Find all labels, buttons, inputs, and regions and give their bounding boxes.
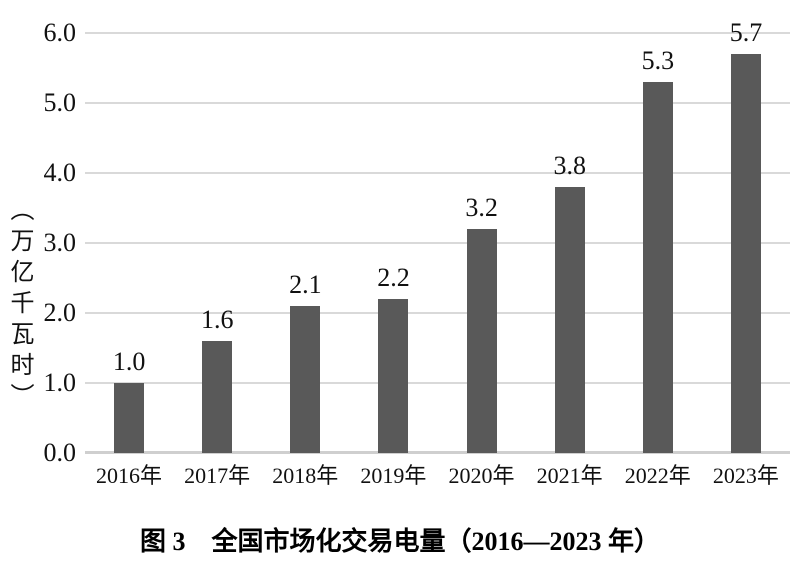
x-tick-label: 2018年	[272, 463, 339, 488]
gridline	[85, 32, 790, 34]
bar-value-label: 3.8	[553, 151, 586, 180]
bar-2017年	[202, 341, 233, 453]
gridline	[85, 102, 790, 104]
bar-2023年	[730, 54, 761, 453]
bar-2019年	[378, 299, 409, 453]
x-tick-label: 2019年	[360, 463, 427, 488]
y-axis-title: （万亿千瓦时）	[6, 196, 32, 414]
x-tick-label: 2021年	[536, 463, 603, 488]
y-tick-label: 5.0	[43, 88, 77, 117]
y-tick-label: 3.0	[43, 228, 77, 257]
gridline	[85, 312, 790, 314]
x-tick-label: 2020年	[448, 463, 515, 488]
bar-2022年	[642, 82, 673, 453]
y-tick-label: 0.0	[43, 438, 77, 467]
bar-value-label: 2.2	[377, 263, 410, 292]
bar-2020年	[466, 229, 497, 453]
gridline	[85, 172, 790, 174]
bar-value-label: 5.7	[729, 18, 763, 47]
gridline	[85, 242, 790, 244]
bar-value-label: 3.2	[465, 193, 498, 222]
bar-2016年	[114, 383, 145, 453]
bar-value-label: 1.0	[112, 347, 146, 376]
bar-value-label: 5.3	[641, 46, 675, 75]
bar-value-label: 1.6	[200, 305, 234, 334]
y-tick-label: 1.0	[43, 368, 77, 397]
bar-2018年	[290, 306, 321, 453]
bar-value-label: 2.1	[289, 270, 322, 299]
chart-caption: 图 3 全国市场化交易电量（2016—2023 年）	[139, 527, 660, 556]
y-tick-label: 2.0	[43, 298, 77, 327]
x-axis-baseline	[85, 451, 790, 454]
gridline	[85, 382, 790, 384]
bar-2021年	[554, 187, 585, 453]
plot-area: 1.0 1.6 2.1 2.2 3.2 3.8 5.3 5.7	[85, 20, 790, 454]
y-tick-label: 4.0	[43, 158, 77, 187]
x-tick-label: 2023年	[712, 463, 779, 488]
y-tick-label: 6.0	[43, 18, 77, 47]
x-tick-label: 2022年	[624, 463, 691, 488]
x-tick-label: 2016年	[96, 463, 163, 488]
x-tick-label: 2017年	[184, 463, 251, 488]
